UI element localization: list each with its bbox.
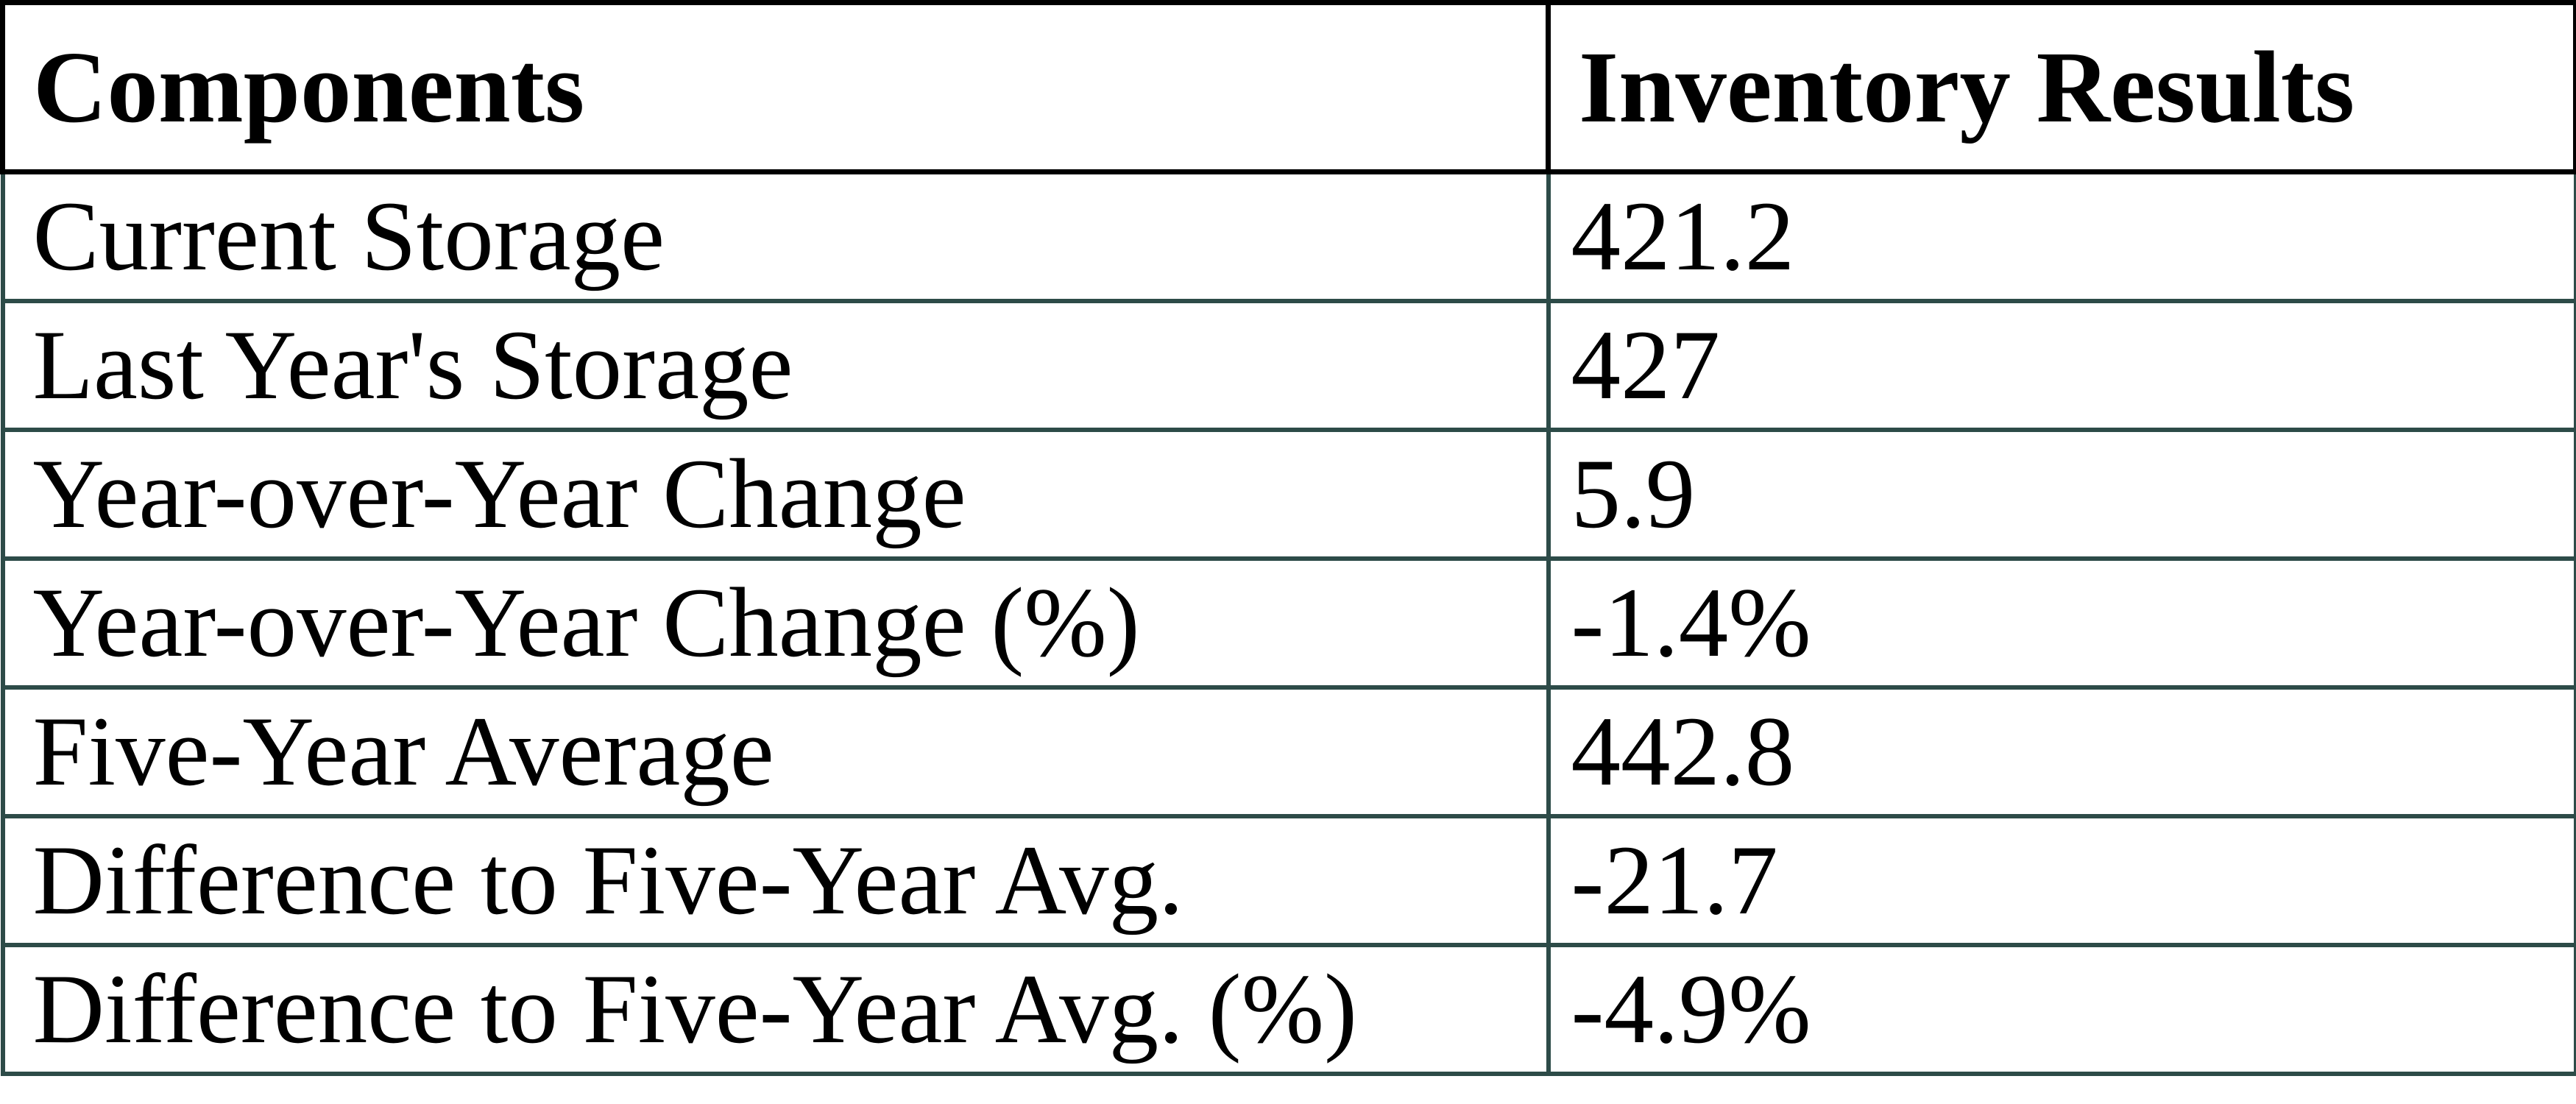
table-row: Difference to Five-Year Avg. (%) -4.9%	[0, 943, 2576, 1076]
row-value-five-year-average: 442.8	[1546, 685, 2576, 818]
header-row: Components Inventory Results	[0, 0, 2576, 174]
table-row: Year-over-Year Change (%) -1.4%	[0, 556, 2576, 690]
row-label-diff-five-year-avg: Difference to Five-Year Avg.	[0, 814, 1551, 947]
table-row: Five-Year Average 442.8	[0, 685, 2576, 818]
table-row: Current Storage 421.2	[0, 169, 2576, 303]
row-value-yoy-change-pct: -1.4%	[1546, 556, 2576, 690]
table-row: Difference to Five-Year Avg. -21.7	[0, 814, 2576, 947]
row-value-diff-five-year-avg-pct: -4.9%	[1546, 943, 2576, 1076]
row-value-last-years-storage: 427	[1546, 299, 2576, 432]
row-label-current-storage: Current Storage	[0, 169, 1551, 303]
row-value-yoy-change: 5.9	[1546, 428, 2576, 561]
row-value-diff-five-year-avg: -21.7	[1546, 814, 2576, 947]
row-label-yoy-change-pct: Year-over-Year Change (%)	[0, 556, 1551, 690]
row-label-diff-five-year-avg-pct: Difference to Five-Year Avg. (%)	[0, 943, 1551, 1076]
header-cell-components: Components	[0, 0, 1551, 174]
row-label-last-years-storage: Last Year's Storage	[0, 299, 1551, 432]
header-cell-inventory-results: Inventory Results	[1546, 0, 2576, 174]
row-label-yoy-change: Year-over-Year Change	[0, 428, 1551, 561]
row-value-current-storage: 421.2	[1546, 169, 2576, 303]
inventory-results-table: Components Inventory Results Current Sto…	[0, 0, 2576, 1076]
row-label-five-year-average: Five-Year Average	[0, 685, 1551, 818]
table-row: Year-over-Year Change 5.9	[0, 428, 2576, 561]
table-row: Last Year's Storage 427	[0, 299, 2576, 432]
